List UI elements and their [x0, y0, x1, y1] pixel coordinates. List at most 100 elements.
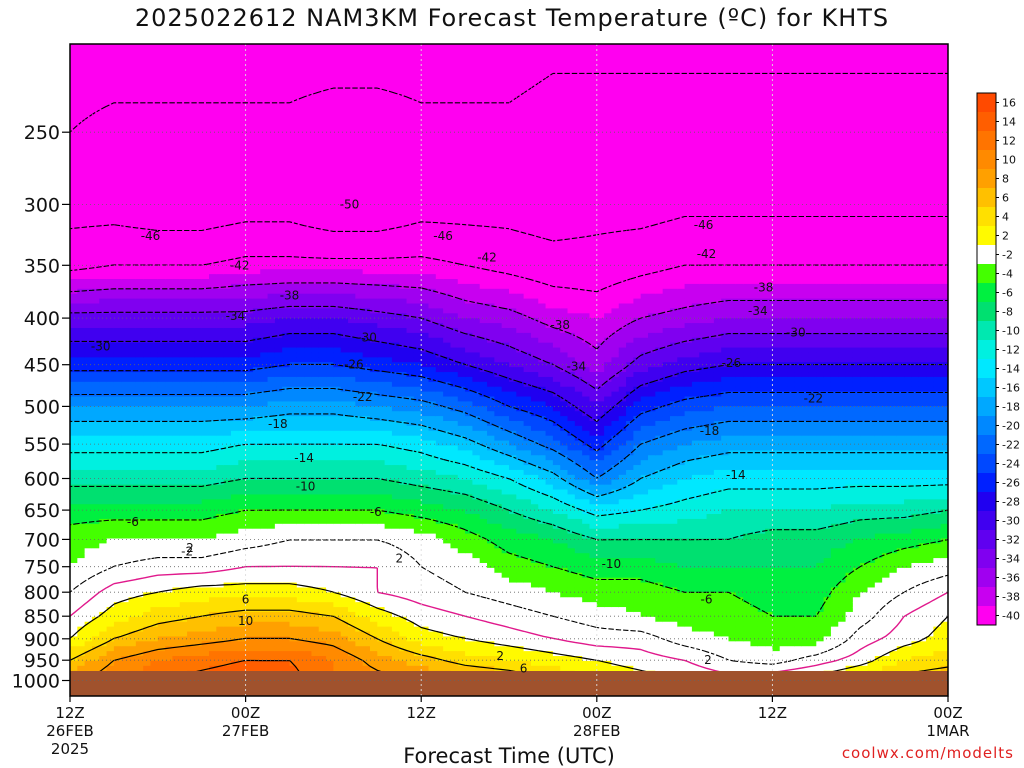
temperature-cell	[260, 352, 268, 358]
temperature-cell	[99, 166, 107, 172]
temperature-cell	[99, 553, 107, 559]
temperature-cell	[209, 485, 217, 491]
temperature-cell	[143, 162, 151, 168]
temperature-cell	[172, 162, 180, 168]
temperature-cell	[136, 308, 144, 314]
temperature-cell	[231, 348, 239, 354]
temperature-cell	[326, 147, 334, 153]
temperature-cell	[268, 406, 276, 412]
temperature-cell	[268, 441, 276, 447]
temperature-cell	[121, 152, 129, 158]
temperature-cell	[158, 294, 166, 300]
temperature-cell	[143, 93, 151, 99]
temperature-cell	[136, 661, 144, 667]
temperature-cell	[311, 210, 319, 216]
temperature-cell	[165, 485, 173, 491]
temperature-cell	[172, 494, 180, 500]
temperature-cell	[172, 558, 180, 564]
temperature-cell	[209, 377, 217, 383]
temperature-cell	[85, 406, 93, 412]
temperature-cell	[136, 215, 144, 221]
temperature-cell	[297, 54, 305, 60]
temperature-cell	[136, 166, 144, 172]
temperature-cell	[209, 142, 217, 148]
temperature-cell	[282, 617, 290, 623]
temperature-cell	[70, 397, 78, 403]
temperature-cell	[107, 597, 115, 603]
temperature-cell	[311, 250, 319, 256]
temperature-cell	[202, 357, 210, 363]
temperature-cell	[165, 641, 173, 647]
temperature-cell	[246, 534, 254, 540]
temperature-cell	[187, 367, 195, 373]
temperature-cell	[187, 602, 195, 608]
temperature-cell	[194, 142, 202, 148]
temperature-cell	[85, 656, 93, 662]
temperature-cell	[326, 632, 334, 638]
temperature-cell	[260, 152, 268, 158]
temperature-cell	[224, 563, 232, 569]
temperature-cell	[231, 88, 239, 94]
temperature-cell	[246, 382, 254, 388]
temperature-cell	[136, 480, 144, 486]
temperature-cell	[77, 230, 85, 236]
temperature-cell	[187, 357, 195, 363]
temperature-cell	[77, 245, 85, 251]
temperature-cell	[282, 641, 290, 647]
temperature-cell	[165, 651, 173, 657]
temperature-cell	[275, 558, 283, 564]
temperature-cell	[253, 622, 261, 628]
temperature-cell	[246, 240, 254, 246]
temperature-cell	[319, 441, 327, 447]
temperature-cell	[275, 490, 283, 496]
temperature-cell	[304, 592, 312, 598]
temperature-cell	[143, 289, 151, 295]
temperature-cell	[129, 387, 137, 393]
temperature-cell	[253, 460, 261, 466]
temperature-cell	[260, 602, 268, 608]
temperature-cell	[114, 152, 122, 158]
temperature-cell	[275, 49, 283, 55]
temperature-cell	[275, 612, 283, 618]
temperature-cell	[114, 240, 122, 246]
temperature-cell	[260, 235, 268, 241]
temperature-cell	[158, 59, 166, 65]
temperature-cell	[333, 49, 341, 55]
temperature-cell	[136, 367, 144, 373]
temperature-cell	[172, 171, 180, 177]
temperature-cell	[209, 108, 217, 114]
temperature-cell	[246, 54, 254, 60]
temperature-cell	[209, 352, 217, 358]
temperature-cell	[202, 426, 210, 432]
temperature-cell	[114, 73, 122, 79]
temperature-cell	[187, 152, 195, 158]
temperature-cell	[165, 78, 173, 84]
temperature-cell	[77, 612, 85, 618]
temperature-cell	[129, 455, 137, 461]
temperature-cell	[275, 436, 283, 442]
temperature-cell	[70, 539, 78, 545]
temperature-cell	[246, 132, 254, 138]
temperature-cell	[92, 73, 100, 79]
temperature-cell	[246, 210, 254, 216]
temperature-cell	[187, 494, 195, 500]
temperature-cell	[297, 641, 305, 647]
temperature-cell	[150, 220, 158, 226]
temperature-cell	[216, 646, 224, 652]
temperature-cell	[121, 382, 129, 388]
temperature-cell	[202, 176, 210, 182]
temperature-cell	[311, 494, 319, 500]
temperature-cell	[180, 499, 188, 505]
temperature-cell	[268, 465, 276, 471]
temperature-cell	[150, 328, 158, 334]
temperature-cell	[121, 64, 129, 70]
temperature-cell	[311, 568, 319, 574]
temperature-cell	[99, 558, 107, 564]
temperature-cell	[311, 49, 319, 55]
temperature-cell	[121, 269, 129, 275]
temperature-cell	[180, 411, 188, 417]
temperature-cell	[216, 548, 224, 554]
temperature-cell	[319, 519, 327, 525]
temperature-cell	[333, 392, 341, 398]
temperature-cell	[150, 548, 158, 554]
